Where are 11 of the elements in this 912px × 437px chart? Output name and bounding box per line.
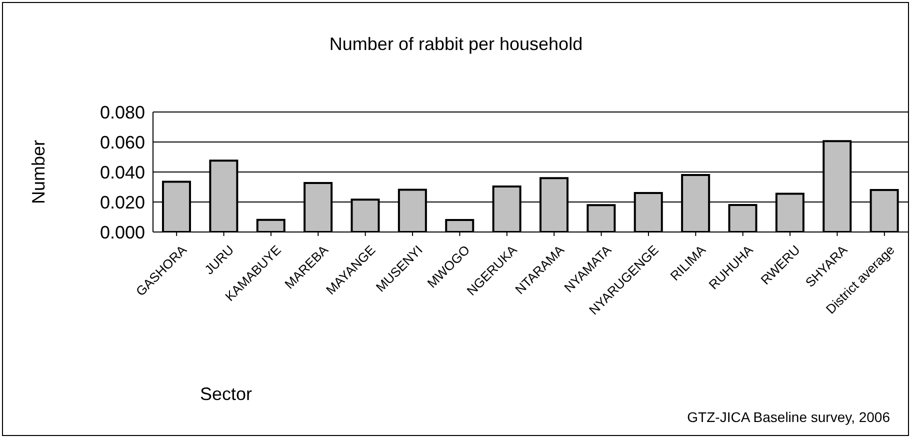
y-tick-label: 0.040 — [100, 162, 145, 182]
chart-title: Number of rabbit per household — [328, 34, 584, 55]
text: GTZ-JICA Baseline survey, 2006 — [687, 409, 890, 425]
bar — [256, 218, 286, 232]
bar — [445, 219, 474, 232]
x-axis-title: Sector — [200, 384, 252, 405]
y-tick-label: 0.020 — [100, 192, 145, 212]
y-tick-label: 0.000 — [100, 222, 145, 242]
y-axis-title: Number — [28, 140, 48, 204]
y-tick-label: 0.080 — [100, 102, 145, 122]
y-tick-label: 0.060 — [100, 132, 145, 152]
